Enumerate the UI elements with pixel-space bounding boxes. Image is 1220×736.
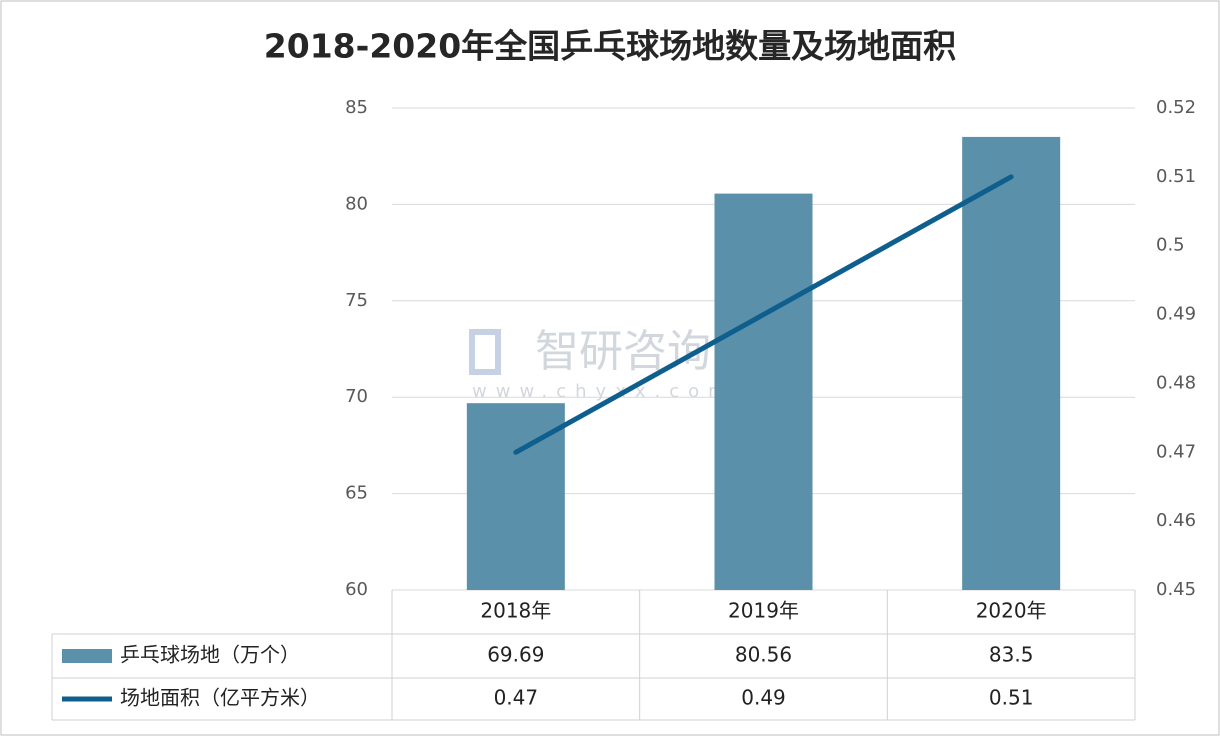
y-tick-label: 60	[345, 579, 368, 600]
y-tick-label: 65	[345, 483, 368, 504]
x-tick-label: 2019年	[728, 599, 799, 623]
table-value: 0.47	[494, 686, 539, 710]
table-value: 0.49	[741, 686, 786, 710]
table-value: 80.56	[735, 643, 792, 667]
x-tick-label: 2018年	[480, 599, 551, 623]
watermark-logo	[469, 329, 501, 375]
y-tick-label: 75	[345, 290, 368, 311]
y2-tick-label: 0.46	[1156, 510, 1196, 531]
x-tick-label: 2020年	[976, 599, 1047, 623]
y-tick-label: 85	[345, 97, 368, 118]
y2-tick-label: 0.47	[1156, 441, 1196, 462]
legend-label: 乒乓球场地（万个）	[120, 643, 300, 667]
y2-tick-label: 0.5	[1156, 235, 1185, 256]
table-value: 69.69	[487, 643, 544, 667]
y2-tick-label: 0.51	[1156, 166, 1196, 187]
bar	[962, 136, 1061, 591]
y2-tick-label: 0.52	[1156, 97, 1196, 118]
legend-label: 场地面积（亿平方米）	[120, 686, 320, 710]
bar	[714, 193, 813, 590]
y-tick-label: 80	[345, 193, 368, 214]
watermark-url: www.chyxx.com	[472, 381, 735, 402]
y2-tick-label: 0.45	[1156, 579, 1196, 600]
y2-tick-label: 0.48	[1156, 372, 1196, 393]
legend-key	[62, 649, 112, 663]
table-value: 0.51	[989, 686, 1034, 710]
chart-title: 2018-2020年全国乒乓球场地数量及场地面积	[264, 27, 956, 66]
watermark-brand: 智研咨询	[535, 326, 711, 377]
y2-tick-label: 0.49	[1156, 304, 1196, 325]
y-tick-label: 70	[345, 386, 368, 407]
line	[513, 174, 1014, 455]
table-value: 83.5	[989, 643, 1034, 667]
